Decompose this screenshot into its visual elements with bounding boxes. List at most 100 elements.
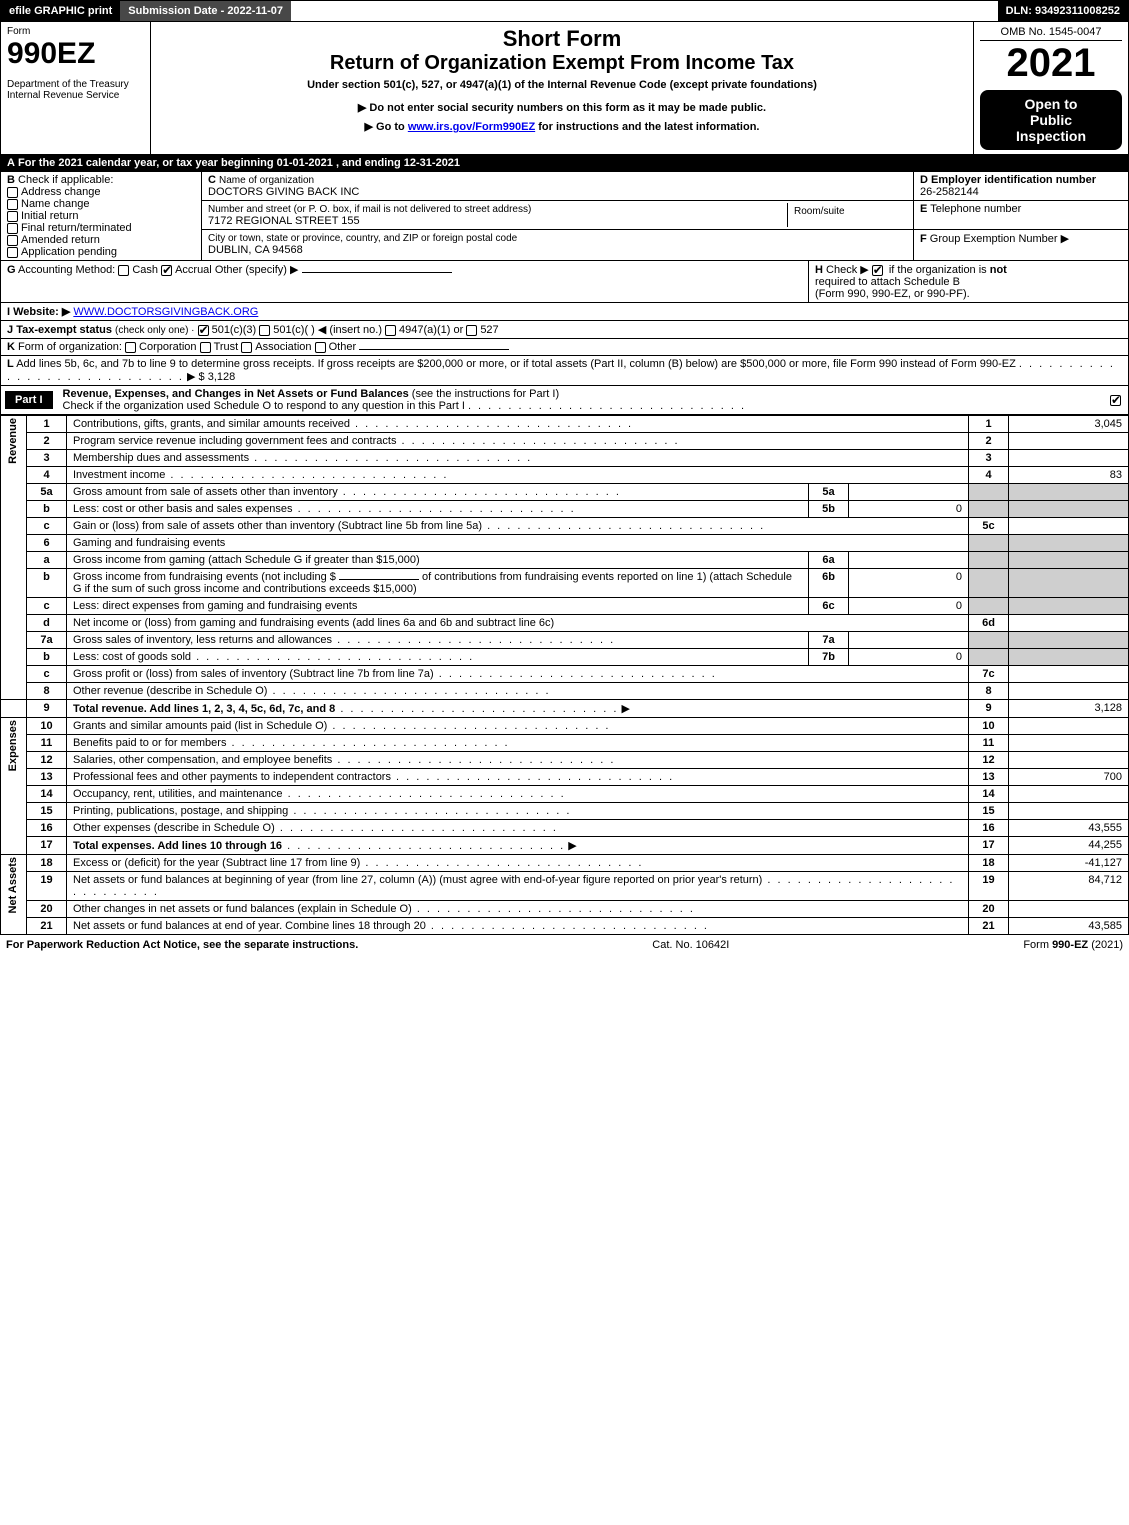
line-5c-t: Gain or (loss) from sale of assets other… (73, 520, 482, 532)
line-2-t: Program service revenue including govern… (73, 435, 396, 447)
chk-final-return[interactable] (7, 223, 18, 234)
line-1-num: 1 (27, 416, 67, 433)
line-3: 3 Membership dues and assessments 3 (1, 450, 1129, 467)
line-16-text: Other expenses (describe in Schedule O) (67, 820, 969, 837)
chk-501c3[interactable] (198, 325, 209, 336)
chk-trust[interactable] (200, 342, 211, 353)
line-15-box: 15 (969, 803, 1009, 820)
line-20-dots (412, 903, 695, 915)
section-E: E Telephone number (914, 201, 1128, 230)
topbar: efile GRAPHIC print Submission Date - 20… (0, 0, 1129, 22)
chk-application-pending[interactable] (7, 247, 18, 258)
K-corp: Corporation (139, 341, 196, 353)
J-label: Tax-exempt status (16, 324, 112, 336)
letter-D: D (920, 174, 928, 186)
line-3-amt (1009, 450, 1129, 467)
J-501c3: 501(c)(3) (212, 324, 257, 336)
H-text4: (Form 990, 990-EZ, or 990-PF). (815, 288, 970, 300)
chk-H[interactable] (872, 265, 883, 276)
line-6c-t: Less: direct expenses from gaming and fu… (73, 600, 357, 612)
G-label: Accounting Method: (18, 264, 115, 276)
line-5b-dots (293, 503, 576, 515)
line-9-amt: 3,128 (1009, 700, 1129, 718)
chk-part1-scheduleO[interactable] (1110, 395, 1121, 406)
opt-address-change: Address change (21, 186, 101, 198)
G-other: Other (specify) ▶ (215, 264, 299, 276)
chk-name-change[interactable] (7, 199, 18, 210)
line-6b-sub: 6b (809, 569, 849, 598)
website-link[interactable]: WWW.DOCTORSGIVINGBACK.ORG (73, 306, 258, 318)
K-other-line[interactable] (359, 349, 509, 350)
section-B: B Check if applicable: Address change Na… (1, 172, 201, 260)
chk-cash[interactable] (118, 265, 129, 276)
G-other-line[interactable] (302, 272, 452, 273)
line-5b-t: Less: cost or other basis and sales expe… (73, 503, 293, 515)
line-7c-dots (434, 668, 717, 680)
line-7c-t: Gross profit or (loss) from sales of inv… (73, 668, 434, 680)
line-15-dots (288, 805, 571, 817)
line-7b-sub: 7b (809, 649, 849, 666)
chk-address-change[interactable] (7, 187, 18, 198)
line-7c-text: Gross profit or (loss) from sales of inv… (67, 666, 969, 683)
letter-J: J (7, 324, 13, 336)
chk-501c[interactable] (259, 325, 270, 336)
line-6b-blank[interactable] (339, 579, 419, 580)
F-arrow: ▶ (1061, 233, 1069, 245)
chk-4947[interactable] (385, 325, 396, 336)
C-name-block: C Name of organization DOCTORS GIVING BA… (202, 172, 913, 201)
short-form-title: Short Form (157, 26, 967, 52)
chk-amended-return[interactable] (7, 235, 18, 246)
section-H: H Check ▶ if the organization is not req… (808, 261, 1128, 302)
chk-accrual[interactable] (161, 265, 172, 276)
line-14: 14 Occupancy, rent, utilities, and maint… (1, 786, 1129, 803)
row-GH: G Accounting Method: Cash Accrual Other … (0, 261, 1129, 303)
line-21: 21 Net assets or fund balances at end of… (1, 918, 1129, 935)
J-note: (check only one) · (115, 325, 194, 336)
row-K: K Form of organization: Corporation Trus… (0, 339, 1129, 356)
line-1: Revenue 1 Contributions, gifts, grants, … (1, 416, 1129, 433)
J-501c: 501(c)( ) (273, 324, 315, 336)
line-21-box: 21 (969, 918, 1009, 935)
line-13-t: Professional fees and other payments to … (73, 771, 391, 783)
chk-corp[interactable] (125, 342, 136, 353)
section-J: J Tax-exempt status (check only one) · 5… (1, 321, 1128, 338)
line-16-dots (275, 822, 558, 834)
line-14-t: Occupancy, rent, utilities, and maintena… (73, 788, 283, 800)
line-1-amt: 3,045 (1009, 416, 1129, 433)
irs-link[interactable]: www.irs.gov/Form990EZ (408, 121, 535, 133)
opt-final-return: Final return/terminated (21, 222, 132, 234)
chk-527[interactable] (466, 325, 477, 336)
K-assoc: Association (255, 341, 311, 353)
line-12-dots (332, 754, 615, 766)
line-1-box: 1 (969, 416, 1009, 433)
line-3-box: 3 (969, 450, 1009, 467)
line-6a-num: a (27, 552, 67, 569)
form-number: 990EZ (7, 37, 144, 71)
line-19-text: Net assets or fund balances at beginning… (67, 872, 969, 901)
F-label: Group Exemption Number (930, 233, 1058, 245)
row-J: J Tax-exempt status (check only one) · 5… (0, 321, 1129, 339)
chk-other[interactable] (315, 342, 326, 353)
line-18-box: 18 (969, 855, 1009, 872)
line-16-num: 16 (27, 820, 67, 837)
line-9-box: 9 (969, 700, 1009, 718)
section-G: G Accounting Method: Cash Accrual Other … (1, 261, 808, 302)
chk-initial-return[interactable] (7, 211, 18, 222)
row-I: I Website: ▶ WWW.DOCTORSGIVINGBACK.ORG (0, 303, 1129, 321)
line-6d-num: d (27, 615, 67, 632)
line-19: 19 Net assets or fund balances at beginn… (1, 872, 1129, 901)
line-6a: a Gross income from gaming (attach Sched… (1, 552, 1129, 569)
line-15-num: 15 (27, 803, 67, 820)
part1-note: (see the instructions for Part I) (412, 388, 559, 400)
line-15: 15 Printing, publications, postage, and … (1, 803, 1129, 820)
line-5c-num: c (27, 518, 67, 535)
org-address: 7172 REGIONAL STREET 155 (208, 215, 360, 227)
efile-label[interactable]: efile GRAPHIC print (1, 1, 120, 21)
line-13-dots (391, 771, 674, 783)
chk-assoc[interactable] (241, 342, 252, 353)
line-17-arrow: ▶ (568, 840, 576, 852)
line-5c-dots (482, 520, 765, 532)
line-2-box: 2 (969, 433, 1009, 450)
line-5a-boxshade (969, 484, 1009, 501)
line-6c-subamt: 0 (849, 598, 969, 615)
